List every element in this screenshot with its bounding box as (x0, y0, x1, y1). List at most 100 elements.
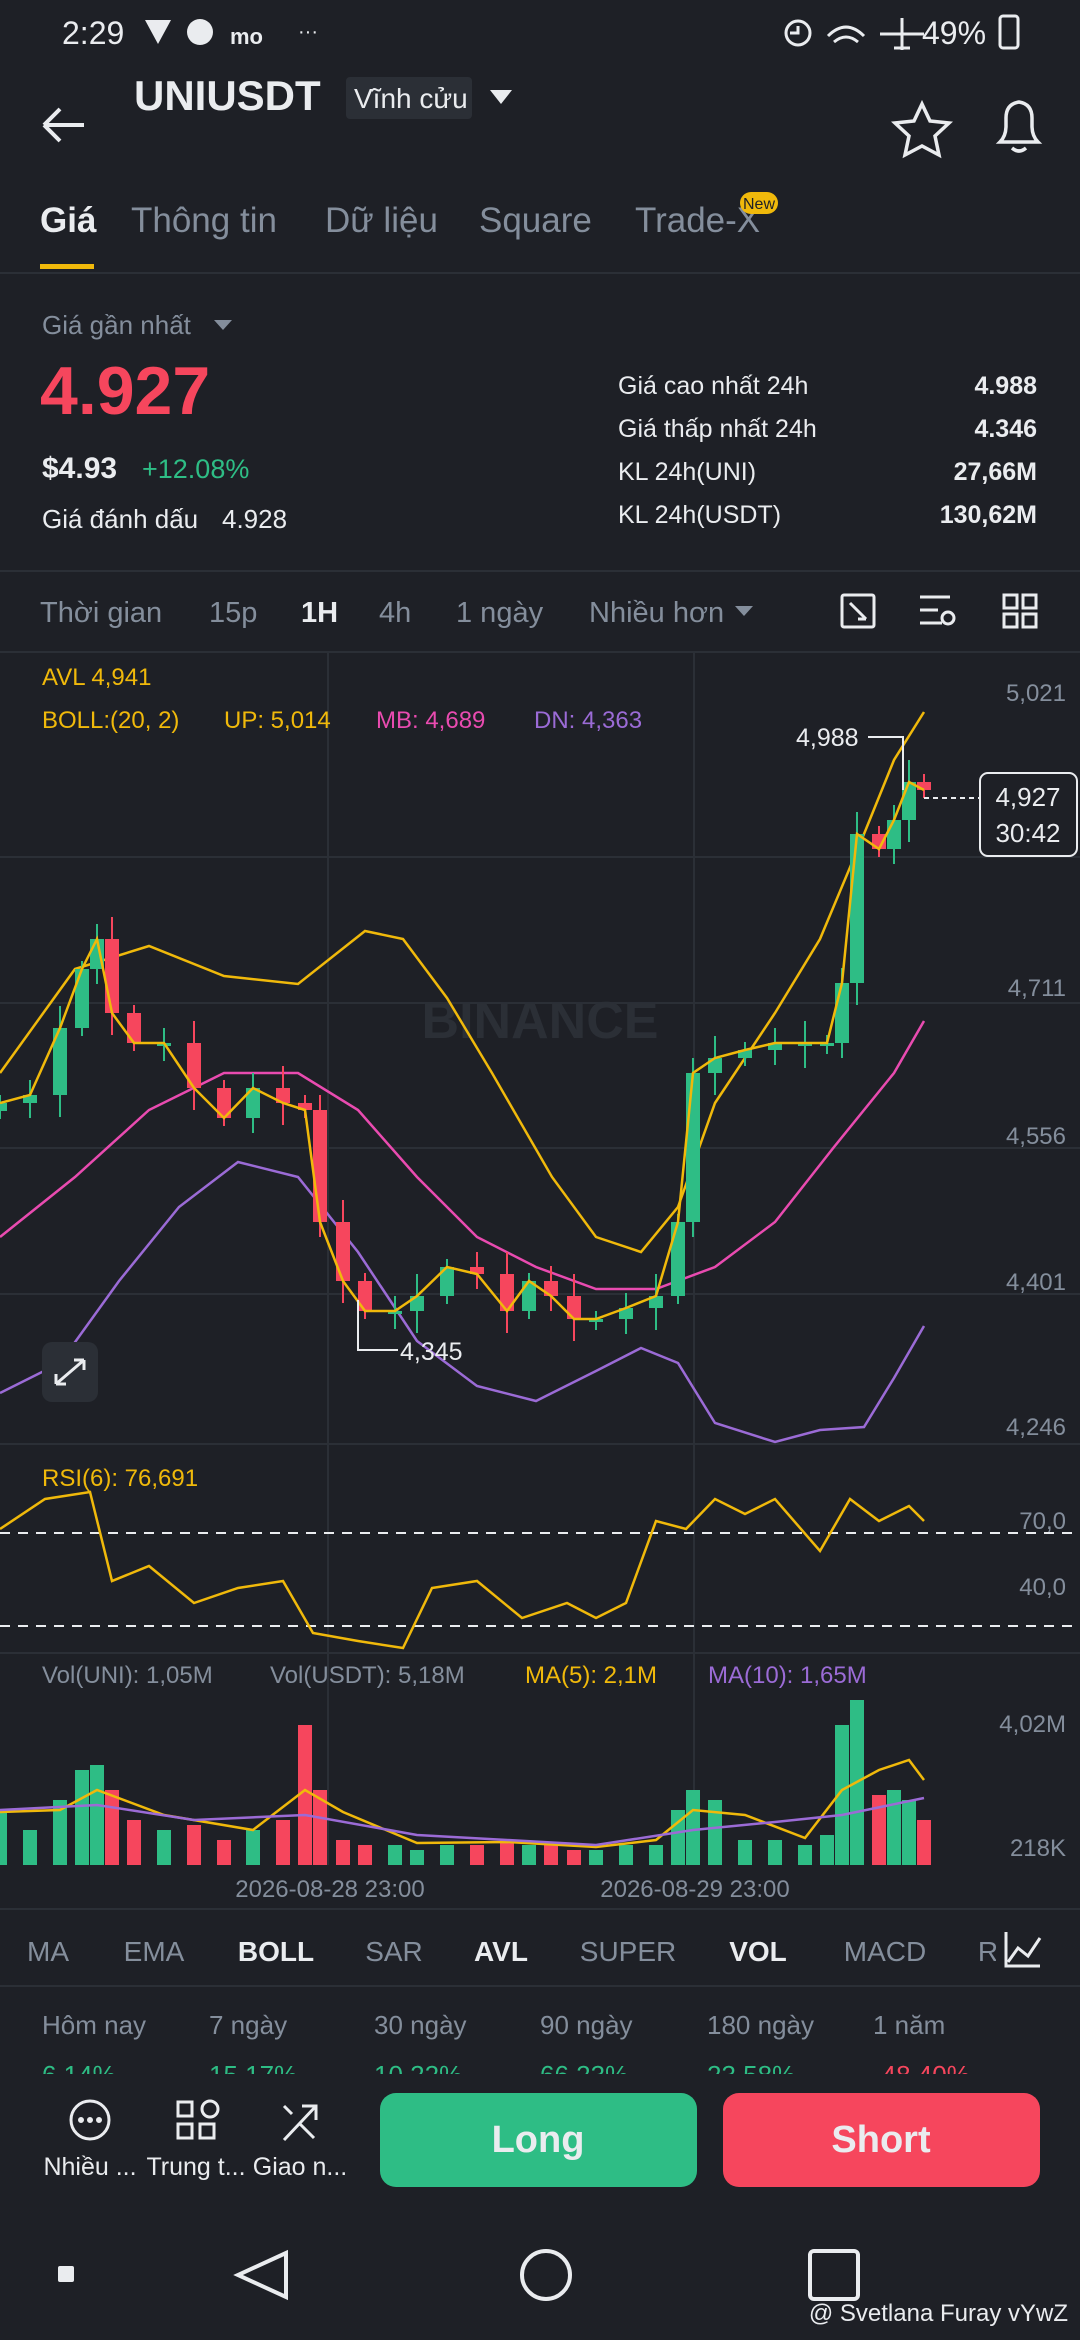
nav-recents[interactable] (808, 2249, 860, 2301)
chart-grid (0, 652, 1080, 1865)
divider (0, 1908, 1080, 1910)
indicator-settings[interactable] (1004, 1932, 1042, 1968)
countdown: 30:42 (995, 818, 1060, 848)
candle-body (671, 1222, 685, 1296)
volume-bar (887, 1790, 901, 1865)
volume-bar (686, 1790, 700, 1865)
price-axis-label: 4,556 (1006, 1123, 1066, 1150)
candle-body (850, 834, 864, 983)
indicator-tab[interactable]: VOL (729, 1936, 787, 1967)
action[interactable]: Trung t... (146, 2153, 245, 2181)
volume-bar (470, 1845, 484, 1865)
alert-button[interactable] (995, 100, 1043, 153)
candle-body (589, 1319, 603, 1322)
volume-bar (872, 1795, 886, 1865)
tab[interactable]: Thông tin (131, 201, 277, 240)
date-label: 2026-08-29 23:00 (600, 1876, 790, 1903)
last-price: 4.927 (40, 353, 210, 429)
rsi-axis-label: 40,0 (1019, 1574, 1066, 1601)
performance: Hôm nay 6,14% 7 ngày 15,17% 30 ngày 10,22% 90 … (42, 2010, 970, 2074)
tab[interactable]: Dữ liệu (325, 201, 438, 240)
candle-body (246, 1088, 260, 1118)
symbol: UNIUSDT (134, 72, 321, 119)
indicator-tab[interactable]: MACD (844, 1936, 926, 1967)
price-label: Giá gần nhất (42, 310, 192, 340)
indicator-tab[interactable]: SUPER (580, 1936, 676, 1967)
timeframe[interactable]: 15p (209, 597, 257, 629)
mark-value: 4.928 (222, 504, 287, 534)
tab[interactable]: Giá (40, 201, 97, 240)
contract-type: Vĩnh cửu (354, 83, 468, 114)
chart-tools[interactable] (840, 593, 1038, 629)
volume-bar (440, 1845, 454, 1865)
timeframe[interactable]: 1 ngày (456, 597, 544, 629)
volume-bar (388, 1845, 402, 1865)
candle-body (738, 1050, 752, 1058)
indicator-tab[interactable]: SAR (365, 1936, 423, 1967)
actions: Nhiều ... Trung t... Giao n... (43, 2153, 347, 2181)
divider (0, 272, 1080, 274)
timeframe[interactable]: Nhiều hơn (589, 597, 724, 629)
usd-price: $4.93 (42, 452, 117, 485)
boll-dn: DN: 4,363 (534, 707, 642, 734)
candle-body (105, 939, 119, 1013)
price-axis-label: 4,246 (1006, 1414, 1066, 1441)
stat-value: 27,66M (954, 458, 1037, 486)
short-button[interactable] (723, 2093, 1040, 2187)
nav-menu[interactable] (58, 2266, 74, 2282)
indicator-tabs: MA EMA BOLL SAR AVL SUPER VOL MACD R (27, 1936, 998, 1967)
chart-drawing (0, 711, 1080, 1865)
performance-label: 180 ngày (707, 2010, 814, 2040)
indicator-tab[interactable]: AVL (474, 1936, 528, 1967)
timeframe[interactable]: 4h (379, 597, 411, 629)
volume-bar (738, 1840, 752, 1865)
candle-body (835, 983, 849, 1043)
indicator-tab[interactable]: MA (27, 1936, 69, 1967)
vol-axis-label: 218K (1010, 1835, 1066, 1862)
new-badge: New (743, 196, 775, 213)
contract-chip[interactable] (346, 77, 472, 119)
price-label-dropdown[interactable] (214, 320, 232, 330)
vol-ma10: MA(10): 1,65M (708, 1662, 867, 1689)
favorite-button[interactable] (890, 99, 954, 159)
nav-back[interactable] (233, 2249, 288, 2301)
action[interactable]: Nhiều ... (43, 2153, 136, 2181)
price-change: +12.08% (142, 454, 249, 484)
tab[interactable]: Square (479, 201, 592, 240)
candle-body (820, 1043, 834, 1046)
volume-bar (768, 1840, 782, 1865)
timeframes: Thời gian 15p 1H 4h 1 ngày Nhiều hơn (40, 597, 724, 629)
timeframe[interactable]: Thời gian (40, 597, 162, 629)
high-marker: 4,988 (796, 724, 859, 752)
long-label: Long (492, 2119, 585, 2161)
volume-bar (53, 1800, 67, 1865)
candle-body (217, 1088, 231, 1118)
back-button[interactable] (42, 107, 84, 143)
indicator-tab[interactable]: BOLL (238, 1936, 314, 1967)
price-axis-label: 5,021 (1006, 680, 1066, 707)
candle-body (336, 1222, 350, 1281)
volume-bar (157, 1830, 171, 1865)
tab[interactable]: Trade-X (635, 201, 760, 240)
symbol-dropdown[interactable] (490, 90, 512, 104)
candle-body (276, 1088, 290, 1103)
low-marker-line (357, 1300, 398, 1351)
indicator-tab[interactable]: EMA (124, 1936, 185, 1967)
indicator-tab[interactable]: R (978, 1936, 998, 1967)
performance-label: 7 ngày (209, 2010, 287, 2040)
more-dropdown[interactable] (735, 606, 753, 616)
action[interactable]: Giao n... (253, 2153, 348, 2181)
divider (0, 1985, 1080, 1987)
long-button[interactable] (380, 2093, 697, 2187)
volume-bar (522, 1845, 536, 1865)
avl-label: AVL 4,941 (42, 664, 151, 691)
status-time: 2:29 (62, 15, 124, 51)
candle-body (313, 1110, 327, 1222)
nav-home[interactable] (520, 2249, 572, 2301)
timeframe[interactable]: 1H (301, 597, 338, 629)
candle-body (500, 1274, 514, 1311)
volume-bar (0, 1810, 7, 1865)
divider (0, 651, 1080, 653)
